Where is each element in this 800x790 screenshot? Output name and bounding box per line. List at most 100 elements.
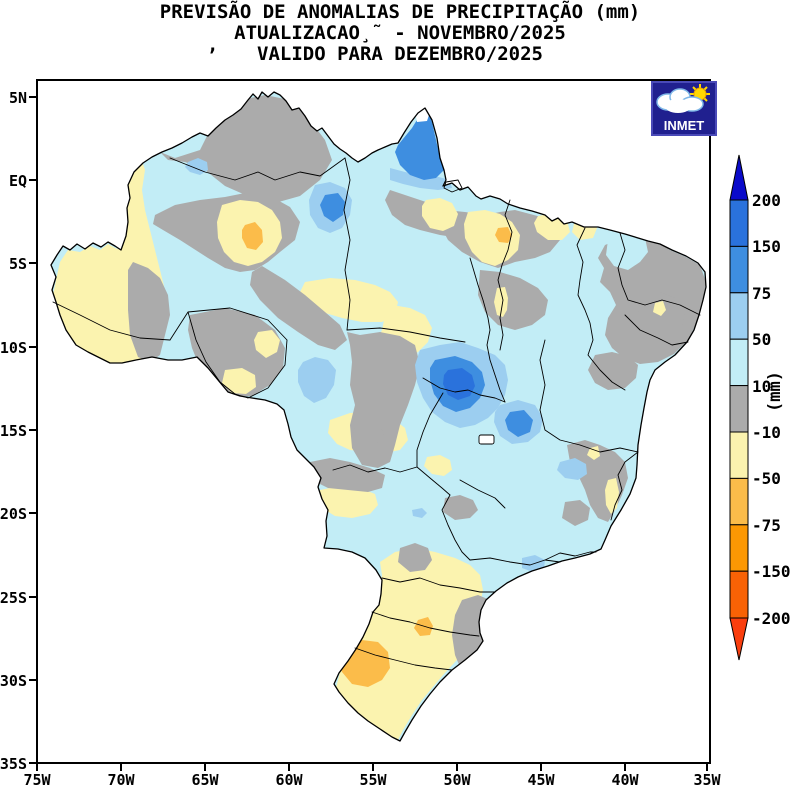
colorbar-unit-label: (mm) [765,371,785,412]
title-valid-line: VALIDO PARA DEZEMBRO/2025 [257,43,543,65]
border-minas-rio [544,551,597,561]
region-yellow-rondonia2 [222,368,256,394]
region-gray-sp-west [398,543,432,572]
region-blue50-rondonia-west [298,357,336,403]
region-blue75-nw-para [320,193,345,222]
border-sc-rs [354,647,453,671]
border-ms-sp [441,494,471,561]
region-yellow-maranhao [464,210,520,266]
inmet-logo: INMET [651,81,717,136]
lat-label-15s: 15S [0,422,27,440]
region-gray-west-strip [128,262,170,362]
region-blue50-ms-spot [412,508,427,518]
stray-cedilla-mark: , [207,34,219,56]
brazil-outline [50,91,707,742]
cb-label-m10: -10 [752,423,781,442]
lon-label-55w: 55W [359,771,387,789]
colorbar-arrow-down [729,617,749,661]
marajo-island [443,179,463,193]
region-yellow-south-para [300,278,398,322]
lon-label-75w: 75W [23,771,51,789]
region-gray-ms-patch [310,458,385,492]
lat-label-30s: 30S [0,672,27,690]
colorbar-seg-m10-m50 [729,431,749,479]
border-goias-minas [459,479,506,509]
title-update-line: ATUALIZACAO̧˜ - NOVEMBRO/2025 [234,22,566,44]
cb-label-10: 10 [752,377,771,396]
region-yellow-south [336,548,483,740]
region-blue75-goias [505,410,533,437]
border-minas-sp [469,557,561,566]
border-roraima-south [169,157,346,181]
region-yellow-goias-small [424,455,452,476]
cloud-icon [656,88,704,113]
border-para-tocantins [469,257,506,403]
region-yellow-amapa-mouth [422,198,458,231]
colorbar-seg-50-75 [729,292,749,340]
border-tocantins-goias [422,377,506,403]
border-mt-ms [332,464,451,496]
colorbar-seg-150-200 [729,199,749,247]
lat-label-25s: 25S [0,589,27,607]
cb-label-m75: -75 [752,516,781,535]
region-gray-tocantins-north [478,270,548,330]
border-piaui-ceara [617,232,701,316]
region-orange-amazon-core [242,222,263,250]
colorbar-arrow-up [729,154,749,201]
colorbar-seg-m50-m75 [729,477,749,526]
region-orange-maranhao [495,227,512,243]
border-amazonas-para [343,157,351,331]
lon-ticks [36,763,708,771]
lon-label-40w: 40W [611,771,639,789]
region-cyan-ceara-hole [606,230,648,270]
lon-label-35w: 35W [693,771,721,789]
region-gray-roraima [160,95,332,203]
lat-label-20s: 20S [0,505,27,523]
lat-label-5n: 5N [9,89,27,107]
cb-label-50: 50 [752,330,771,349]
lon-label-45w: 45W [527,771,555,789]
region-gray-rs-lagoon [466,685,490,718]
region-blue75-amapa [395,112,444,180]
region-yellow-rondonia1 [254,330,280,358]
region-yellow-es-strip [605,478,619,514]
lat-label-35s: 35S [0,755,27,773]
lon-label-65w: 65W [191,771,219,789]
logo-text: INMET [664,118,705,133]
border-mt-north [346,327,466,343]
lat-label-5s: 5S [9,255,27,273]
border-minas-es [610,451,639,521]
colorbar: 200 150 75 50 10 -10 -50 -75 -150 -200 (… [729,154,791,661]
region-yellow-ms [316,486,378,518]
anomaly-shading [51,92,706,741]
cb-label-m150: -150 [752,562,791,581]
map-frame [29,79,711,771]
region-blue50-amapa-band [390,168,452,190]
lon-axis-labels: 75W 70W 65W 60W 55W 50W 45W 40W 35W [23,771,721,789]
colorbar-seg-m75-m150 [729,524,749,572]
lon-label-60w: 60W [275,771,303,789]
region-gray-goias-south [443,495,478,520]
colorbar-seg-neutral [729,385,749,433]
lat-label-eq: EQ [9,172,27,190]
border-maranhao-piaui [576,227,626,391]
cb-label-m200: -200 [752,609,791,628]
border-parana-sc [371,611,480,637]
border-bahia-west [539,339,639,453]
region-yellow-to-strip [494,287,508,317]
lon-label-70w: 70W [107,771,135,789]
border-para-maranhao [497,199,513,351]
cb-label-75: 75 [752,284,771,303]
lat-label-10s: 10S [0,339,27,357]
cb-label-150: 150 [752,237,781,256]
lake-serra-da-mesa [478,434,495,445]
colorbar-tick-labels: 200 150 75 50 10 -10 -50 -75 -150 -200 [752,191,791,628]
region-blue50-minas [557,458,587,480]
colorbar-seg-75-150 [729,245,749,294]
title-block: PREVISÃO DE ANOMALIAS DE PRECIPITAÇÃO (m… [0,2,800,65]
border-mt-goias [416,392,444,468]
cb-label-m50: -50 [752,469,781,488]
border-sp-parana [381,577,496,593]
